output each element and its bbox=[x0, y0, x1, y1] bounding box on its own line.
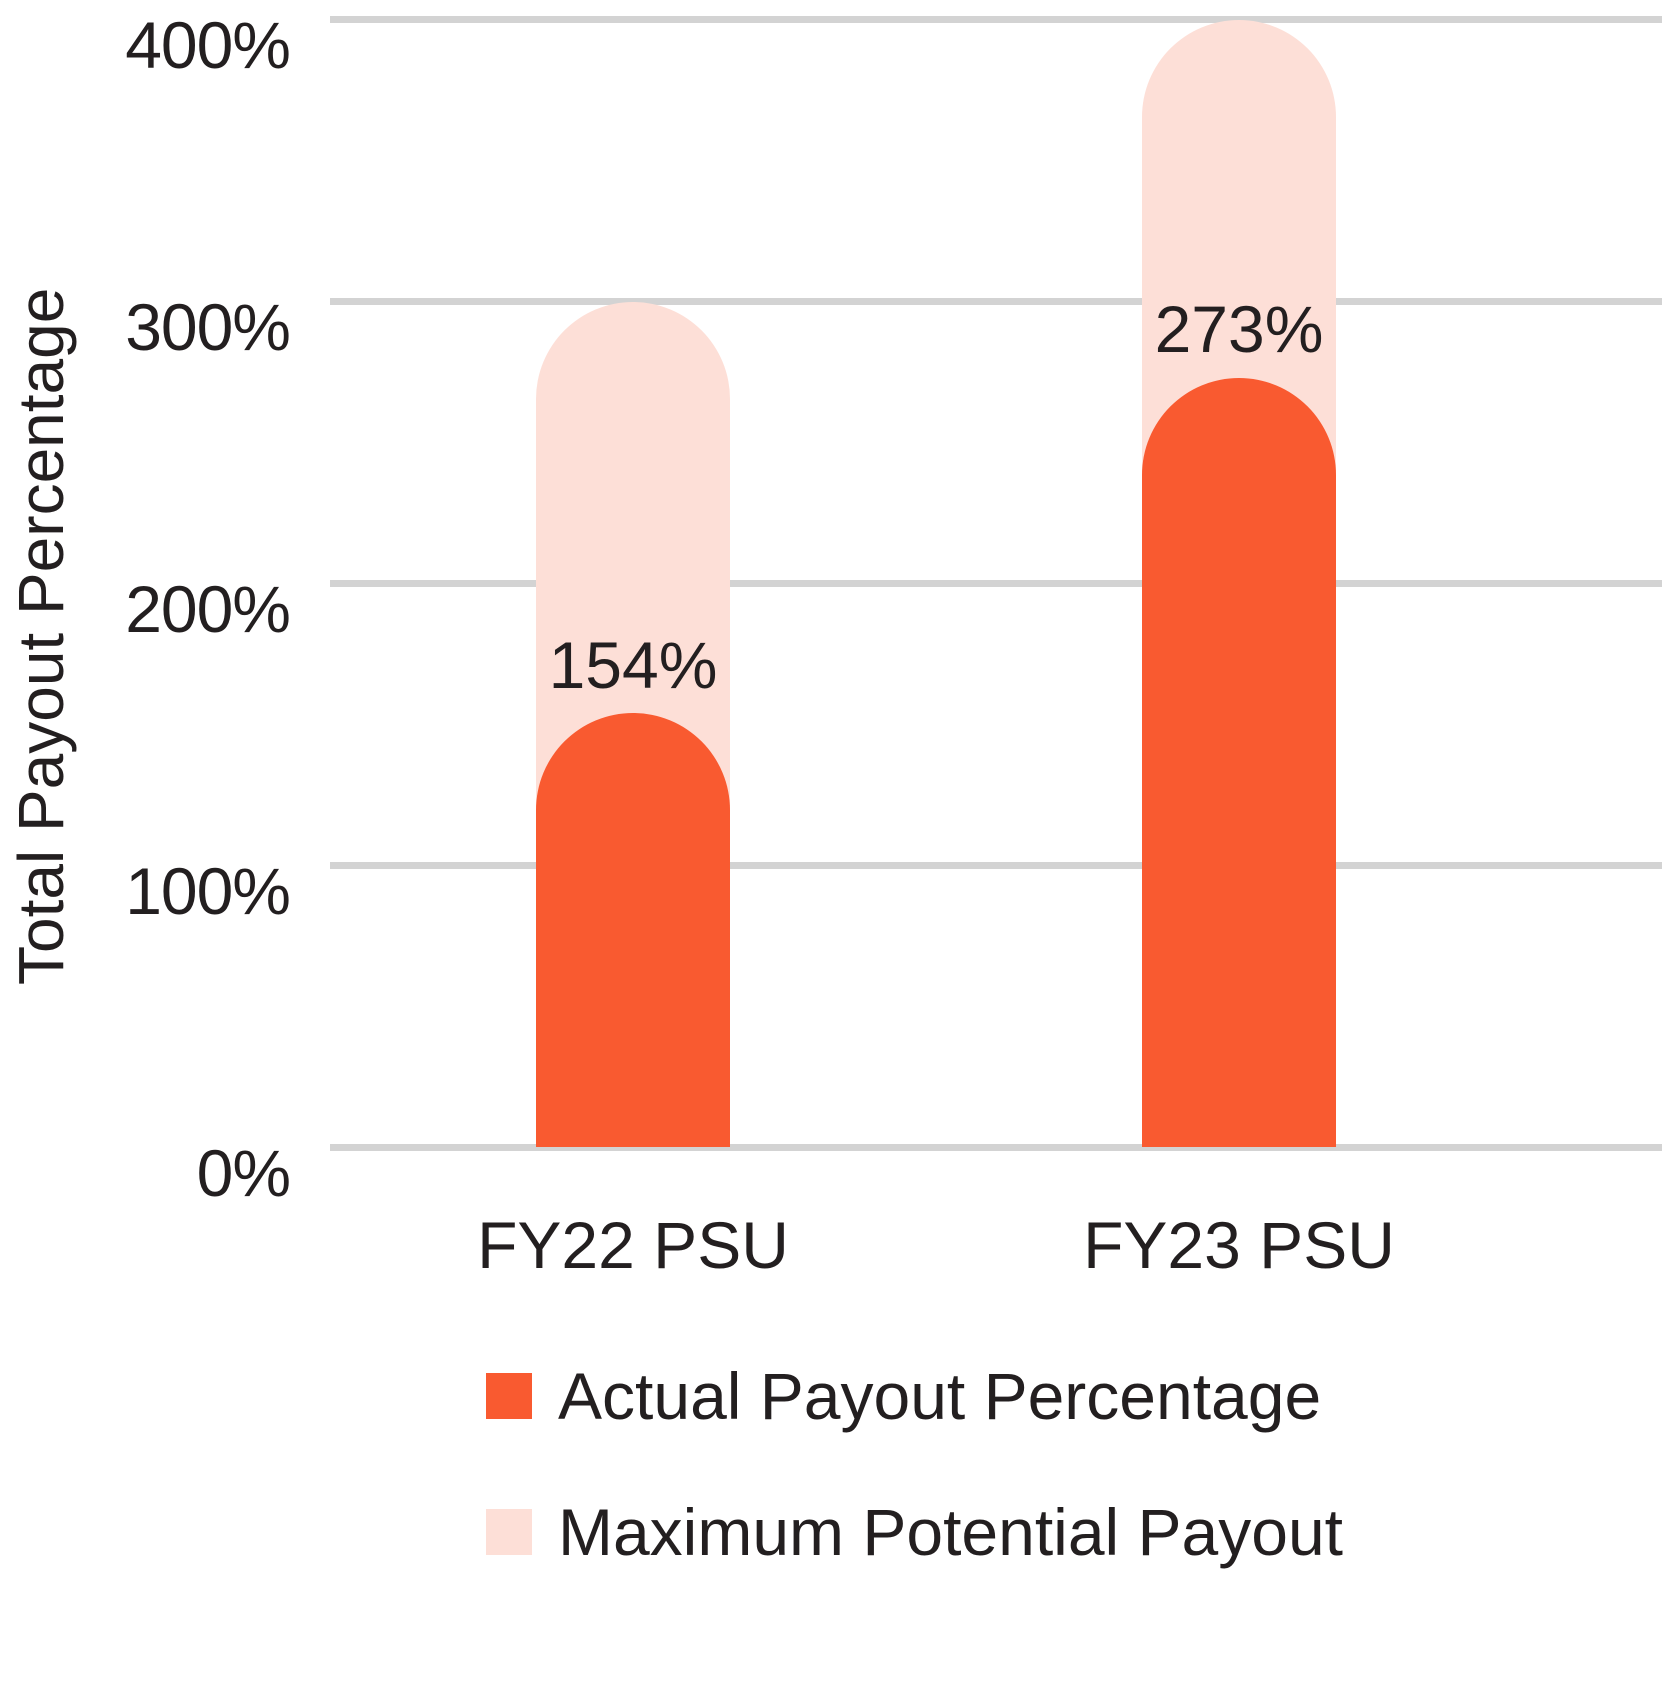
bar-fy22-actual bbox=[536, 713, 730, 1150]
gridline-100 bbox=[330, 862, 1662, 869]
legend-item-maximum: Maximum Potential Payout bbox=[486, 1499, 1343, 1565]
gridline-300 bbox=[330, 298, 1662, 305]
legend-label-maximum: Maximum Potential Payout bbox=[558, 1495, 1344, 1569]
legend-label-actual: Actual Payout Percentage bbox=[558, 1359, 1322, 1433]
ytick-100: 100% bbox=[125, 854, 291, 928]
ytick-0: 0% bbox=[196, 1136, 291, 1210]
bar-base-fy23 bbox=[1142, 1140, 1336, 1147]
x-category-fy23: FY23 PSU bbox=[1083, 1208, 1395, 1282]
legend-swatch-maximum bbox=[486, 1509, 532, 1555]
legend-item-actual: Actual Payout Percentage bbox=[486, 1363, 1321, 1429]
ytick-200: 200% bbox=[125, 572, 291, 646]
gridline-400 bbox=[330, 16, 1662, 23]
x-category-fy22: FY22 PSU bbox=[477, 1208, 789, 1282]
legend-swatch-actual bbox=[486, 1373, 532, 1419]
data-label-fy23: 273% bbox=[1154, 292, 1324, 366]
bar-base-fy22 bbox=[536, 1140, 730, 1147]
ytick-300: 300% bbox=[125, 290, 291, 364]
bar-fy23-actual bbox=[1142, 378, 1336, 1150]
data-label-fy22: 154% bbox=[548, 628, 718, 702]
ytick-400: 400% bbox=[125, 8, 291, 82]
gridline-0 bbox=[330, 1144, 1662, 1151]
y-axis-title: Total Payout Percentage bbox=[5, 287, 77, 985]
gridline-200 bbox=[330, 580, 1662, 587]
